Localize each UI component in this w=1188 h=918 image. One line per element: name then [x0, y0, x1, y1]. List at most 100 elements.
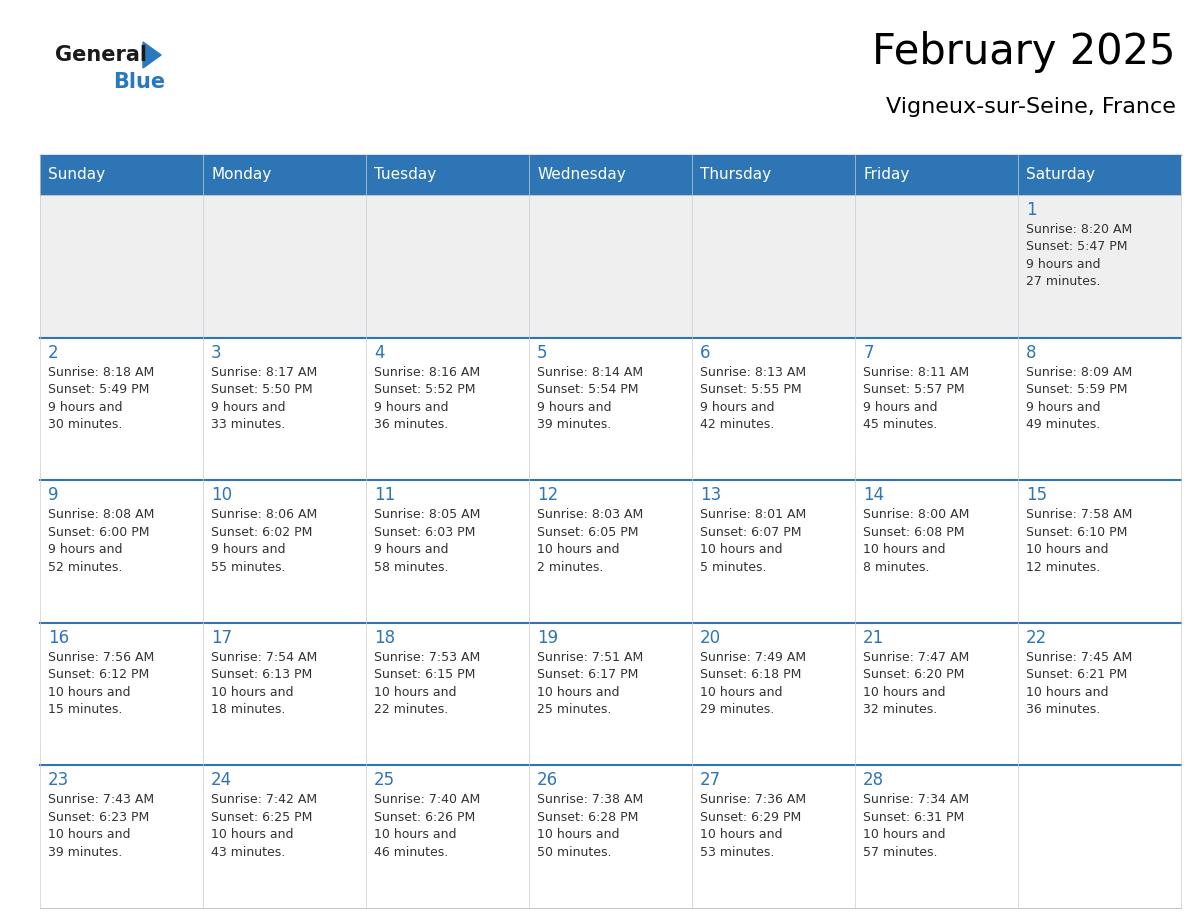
Text: Sunset: 5:50 PM: Sunset: 5:50 PM — [211, 383, 312, 396]
Text: Sunset: 5:49 PM: Sunset: 5:49 PM — [49, 383, 150, 396]
Text: 9 hours and: 9 hours and — [1026, 400, 1100, 413]
Text: 43 minutes.: 43 minutes. — [211, 845, 285, 858]
Text: Sunset: 6:21 PM: Sunset: 6:21 PM — [1026, 668, 1127, 681]
Text: 9: 9 — [49, 487, 58, 504]
Bar — [366, 338, 529, 480]
Text: Sunrise: 8:09 AM: Sunrise: 8:09 AM — [1026, 365, 1132, 378]
Text: Sunrise: 7:40 AM: Sunrise: 7:40 AM — [374, 793, 480, 806]
Bar — [855, 155, 1018, 195]
Bar — [1018, 480, 1181, 622]
Text: 26: 26 — [537, 771, 558, 789]
Text: 2 minutes.: 2 minutes. — [537, 561, 604, 574]
Text: Sunrise: 7:56 AM: Sunrise: 7:56 AM — [49, 651, 154, 664]
Text: 9 hours and: 9 hours and — [211, 400, 285, 413]
Text: 10 hours and: 10 hours and — [211, 686, 293, 699]
Bar — [366, 155, 529, 195]
Text: Friday: Friday — [864, 167, 910, 183]
Text: Sunrise: 8:16 AM: Sunrise: 8:16 AM — [374, 365, 480, 378]
Polygon shape — [143, 42, 162, 68]
Text: 8 minutes.: 8 minutes. — [864, 561, 930, 574]
Text: 29 minutes.: 29 minutes. — [700, 703, 775, 716]
Text: 17: 17 — [211, 629, 233, 646]
Text: Sunrise: 7:42 AM: Sunrise: 7:42 AM — [211, 793, 317, 806]
Text: Sunset: 6:03 PM: Sunset: 6:03 PM — [374, 526, 475, 539]
Text: 10 hours and: 10 hours and — [864, 686, 946, 699]
Text: 14: 14 — [864, 487, 884, 504]
Bar — [366, 480, 529, 622]
Text: 53 minutes.: 53 minutes. — [700, 845, 775, 858]
Bar — [691, 766, 855, 908]
Bar — [529, 480, 691, 622]
Text: 10 hours and: 10 hours and — [864, 543, 946, 556]
Text: 6: 6 — [700, 343, 710, 362]
Text: Sunset: 5:54 PM: Sunset: 5:54 PM — [537, 383, 639, 396]
Text: 25: 25 — [374, 771, 396, 789]
Text: 10 hours and: 10 hours and — [374, 686, 456, 699]
Text: Sunrise: 7:38 AM: Sunrise: 7:38 AM — [537, 793, 644, 806]
Text: 30 minutes.: 30 minutes. — [49, 418, 122, 431]
Text: 52 minutes.: 52 minutes. — [49, 561, 122, 574]
Text: Sunrise: 7:43 AM: Sunrise: 7:43 AM — [49, 793, 154, 806]
Text: Sunrise: 7:45 AM: Sunrise: 7:45 AM — [1026, 651, 1132, 664]
Text: Sunset: 6:05 PM: Sunset: 6:05 PM — [537, 526, 639, 539]
Text: Vigneux-sur-Seine, France: Vigneux-sur-Seine, France — [886, 97, 1176, 117]
Text: Sunset: 6:31 PM: Sunset: 6:31 PM — [864, 811, 965, 823]
Text: 57 minutes.: 57 minutes. — [864, 845, 937, 858]
Bar — [691, 338, 855, 480]
Text: 46 minutes.: 46 minutes. — [374, 845, 448, 858]
Text: 15: 15 — [1026, 487, 1048, 504]
Text: 10: 10 — [211, 487, 233, 504]
Bar — [1018, 338, 1181, 480]
Text: Sunrise: 8:17 AM: Sunrise: 8:17 AM — [211, 365, 317, 378]
Text: Wednesday: Wednesday — [537, 167, 626, 183]
Text: 24: 24 — [211, 771, 233, 789]
Text: 9 hours and: 9 hours and — [49, 543, 122, 556]
Bar — [1018, 766, 1181, 908]
Text: 9 hours and: 9 hours and — [1026, 258, 1100, 271]
Text: February 2025: February 2025 — [872, 31, 1176, 73]
Text: Sunrise: 8:20 AM: Sunrise: 8:20 AM — [1026, 223, 1132, 236]
Text: 3: 3 — [211, 343, 222, 362]
Text: Tuesday: Tuesday — [374, 167, 436, 183]
Text: 58 minutes.: 58 minutes. — [374, 561, 449, 574]
Text: 8: 8 — [1026, 343, 1037, 362]
Text: Sunrise: 7:36 AM: Sunrise: 7:36 AM — [700, 793, 807, 806]
Text: Sunrise: 7:53 AM: Sunrise: 7:53 AM — [374, 651, 480, 664]
Text: 9 hours and: 9 hours and — [700, 400, 775, 413]
Text: 2: 2 — [49, 343, 58, 362]
Text: Sunset: 6:20 PM: Sunset: 6:20 PM — [864, 668, 965, 681]
Bar — [40, 195, 203, 338]
Text: 22: 22 — [1026, 629, 1048, 646]
Bar — [1018, 195, 1181, 338]
Text: Sunset: 5:57 PM: Sunset: 5:57 PM — [864, 383, 965, 396]
Bar — [366, 766, 529, 908]
Bar — [203, 195, 366, 338]
Bar — [529, 155, 691, 195]
Text: 25 minutes.: 25 minutes. — [537, 703, 612, 716]
Text: 55 minutes.: 55 minutes. — [211, 561, 285, 574]
Text: Sunrise: 7:34 AM: Sunrise: 7:34 AM — [864, 793, 969, 806]
Text: 22 minutes.: 22 minutes. — [374, 703, 448, 716]
Bar — [691, 480, 855, 622]
Text: 4: 4 — [374, 343, 385, 362]
Bar — [203, 766, 366, 908]
Bar — [203, 338, 366, 480]
Text: Sunset: 6:18 PM: Sunset: 6:18 PM — [700, 668, 802, 681]
Bar — [529, 195, 691, 338]
Text: 42 minutes.: 42 minutes. — [700, 418, 775, 431]
Text: Sunrise: 7:58 AM: Sunrise: 7:58 AM — [1026, 508, 1132, 521]
Text: 10 hours and: 10 hours and — [700, 828, 783, 841]
Text: 21: 21 — [864, 629, 884, 646]
Text: 12: 12 — [537, 487, 558, 504]
Text: 10 hours and: 10 hours and — [537, 828, 620, 841]
Text: 50 minutes.: 50 minutes. — [537, 845, 612, 858]
Text: 16: 16 — [49, 629, 69, 646]
Text: Sunrise: 8:18 AM: Sunrise: 8:18 AM — [49, 365, 154, 378]
Text: Sunrise: 7:49 AM: Sunrise: 7:49 AM — [700, 651, 807, 664]
Text: Sunrise: 8:00 AM: Sunrise: 8:00 AM — [864, 508, 969, 521]
Bar — [855, 622, 1018, 766]
Text: Sunrise: 8:03 AM: Sunrise: 8:03 AM — [537, 508, 644, 521]
Bar — [40, 766, 203, 908]
Bar — [691, 155, 855, 195]
Bar — [691, 195, 855, 338]
